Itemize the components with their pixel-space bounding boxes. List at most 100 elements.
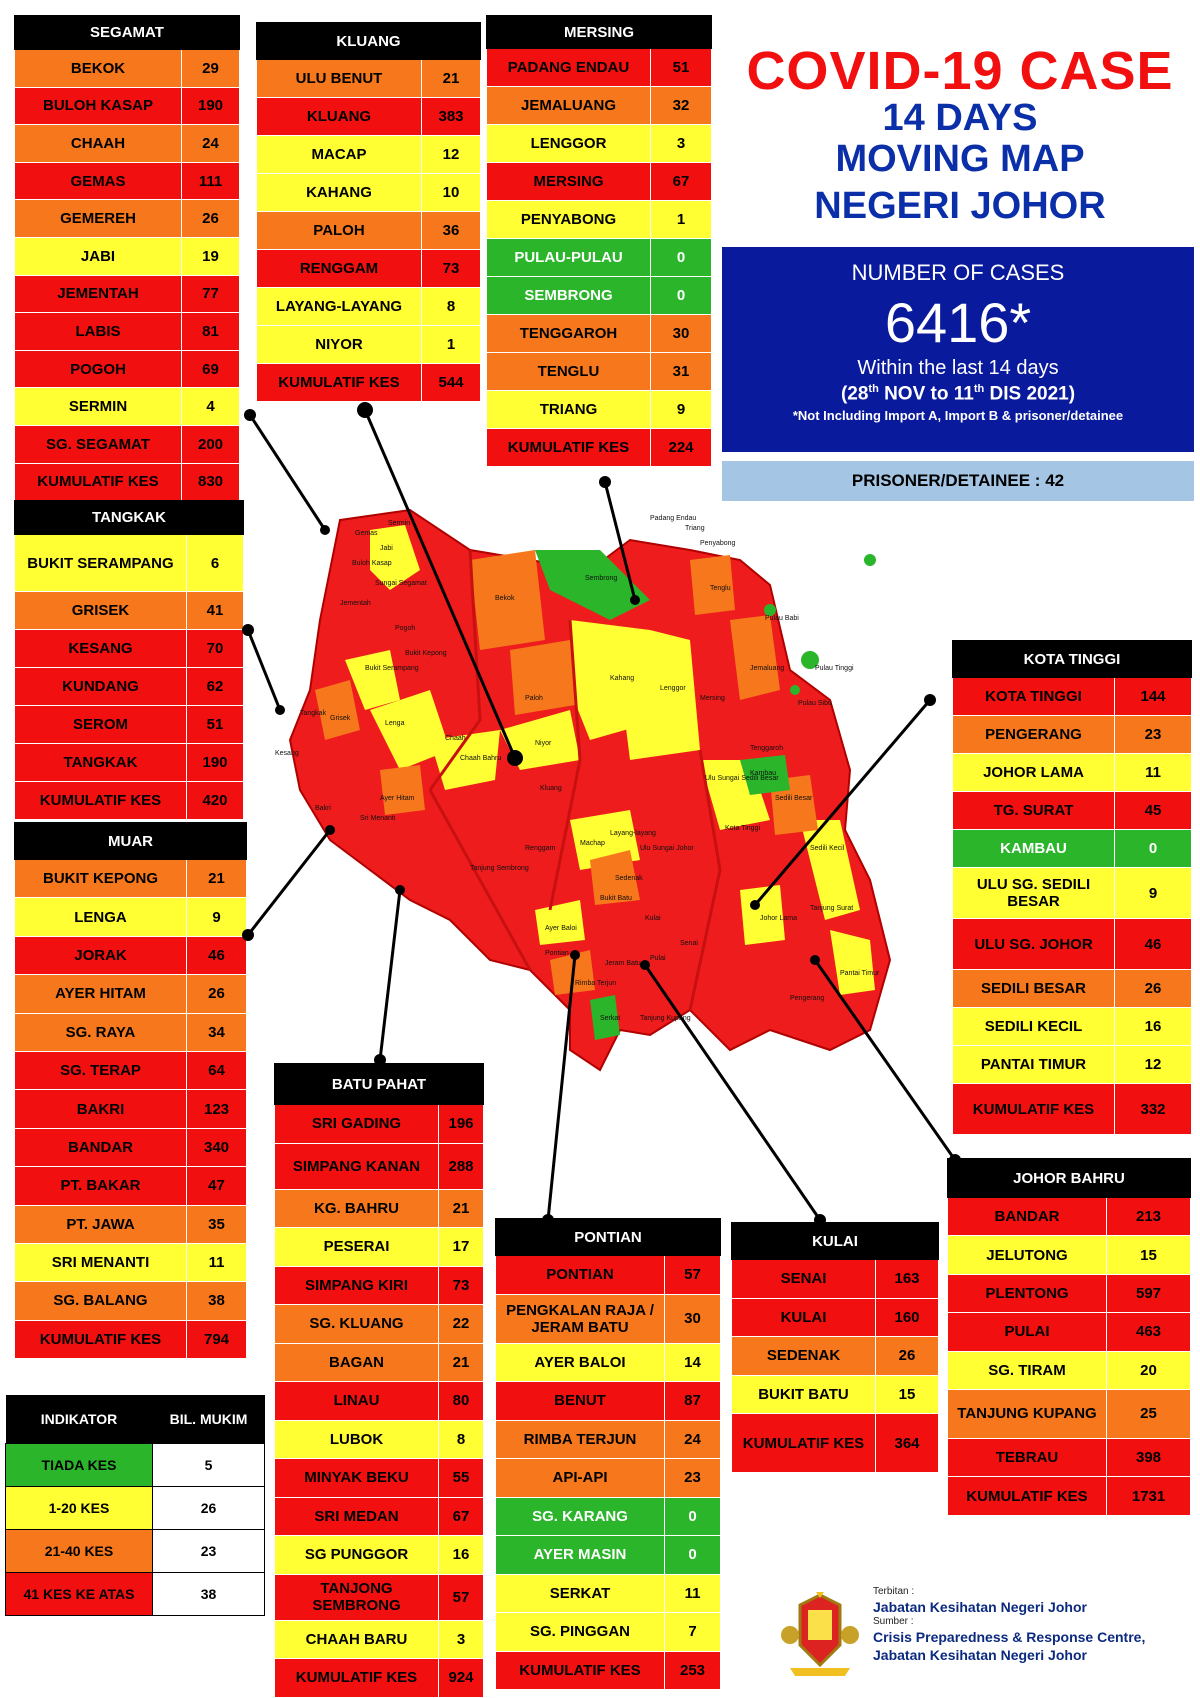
mukim-name: BANDAR	[947, 1196, 1107, 1237]
title-covid-19-case: COVID-19 CASE	[746, 41, 1174, 101]
map-area-paloh	[510, 640, 575, 715]
mukim-row: KAHANG 10	[256, 173, 481, 212]
mukim-cases: 340	[186, 1127, 247, 1168]
credits-sumber-1: Crisis Preparedness & Response Centre,	[873, 1629, 1146, 1645]
mukim-row: LENGGOR 3	[486, 124, 712, 163]
mukim-cases: 73	[438, 1265, 484, 1305]
mukim-row: BUKIT KEPONG 21	[14, 858, 247, 899]
mukim-row: KG. BAHRU 21	[274, 1188, 484, 1228]
map-place-label: Pulau Babi	[765, 615, 799, 622]
mukim-row: BANDAR 213	[947, 1196, 1191, 1237]
mukim-cases: 12	[421, 135, 481, 174]
leader-line-kluang	[363, 409, 517, 759]
map-place-label: Kambau	[750, 770, 776, 777]
mukim-row: PT. JAWA 35	[14, 1204, 247, 1244]
map-area-tenglu	[690, 555, 735, 615]
mukim-cases: 23	[664, 1458, 721, 1498]
mukim-cases: 25	[1106, 1388, 1191, 1439]
map-place-label: Pogoh	[395, 625, 415, 632]
mukim-cases: 398	[1106, 1437, 1191, 1478]
mukim-cases: 332	[1114, 1083, 1192, 1135]
mukim-name: SENAI	[731, 1259, 876, 1299]
mukim-row: SG PUNGGOR 16	[274, 1535, 484, 1575]
map-place-label: Layang-layang	[610, 830, 656, 837]
mukim-name: TANJUNG KUPANG	[947, 1388, 1107, 1439]
mukim-cases: 51	[650, 48, 712, 87]
mukim-name: GEMAS	[14, 161, 182, 201]
mukim-name: AYER MASIN	[495, 1535, 665, 1575]
mukim-row: PENGKALAN RAJA / JERAM BATU 30	[495, 1293, 721, 1344]
map-place-label: Pantai Timur	[840, 970, 880, 977]
credits-terbitan: Jabatan Kesihatan Negeri Johor	[873, 1599, 1087, 1615]
map-place-label: Mersing	[700, 695, 725, 702]
mukim-row: SEROM 51	[14, 705, 244, 744]
mukim-name: SG. KLUANG	[274, 1304, 439, 1344]
mukim-name: SG. RAYA	[14, 1012, 187, 1052]
mukim-cases: 1	[421, 325, 481, 364]
district-table-mersing: MERSING PADANG ENDAU 51 JEMALUANG 32 LENGGOR 3…	[486, 15, 712, 467]
mukim-row: LINAU 80	[274, 1381, 484, 1421]
mukim-row: PONTIAN 57	[495, 1255, 721, 1295]
district-table-johorbahru: JOHOR BAHRU BANDAR 213 JELUTONG 15 PLENTONG 59…	[947, 1158, 1191, 1516]
mukim-name: TG. SURAT	[952, 791, 1115, 830]
prisoner-detainee-bar: PRISONER/DETAINEE : 42	[722, 461, 1194, 501]
leader-line-johorbahru	[813, 959, 957, 1161]
map-district-boundary	[428, 549, 722, 1011]
mukim-row: BUKIT SERAMPANG 6	[14, 534, 244, 592]
mukim-cases: 8	[421, 287, 481, 326]
mukim-row: SG. TIRAM 20	[947, 1350, 1191, 1390]
mukim-row: BUKIT BATU 15	[731, 1374, 939, 1414]
mukim-row: BENUT 87	[495, 1381, 721, 1421]
mukim-cases: 67	[650, 162, 712, 201]
map-place-label: Ayer Hitam	[380, 795, 415, 802]
leader-line-mersing	[603, 481, 637, 601]
mukim-cases: 924	[438, 1658, 484, 1698]
mukim-name: JELUTONG	[947, 1235, 1107, 1275]
mukim-cases: 77	[181, 274, 240, 314]
district-table-muar: MUAR BUKIT KEPONG 21 LENGA 9 JORAK 46 AYER HITA…	[14, 822, 247, 1360]
mukim-name: TANGKAK	[14, 743, 187, 782]
mukim-row: SEDILI BESAR 26	[952, 969, 1192, 1008]
mukim-name: PT. JAWA	[14, 1204, 187, 1244]
mukim-cases: 30	[650, 314, 712, 353]
mukim-row: SEMBRONG 0	[486, 276, 712, 315]
mukim-cases: 26	[181, 199, 240, 238]
indicator-row: 41 KES KE ATAS 38	[5, 1572, 265, 1616]
map-labels: Gemas Jabi Sermin Buloh Kasap Sungai Segamat…	[275, 515, 880, 1022]
mukim-row: BULOH KASAP 190	[14, 86, 240, 126]
summary-range-start: 28	[847, 383, 869, 405]
mukim-cases: 3	[650, 124, 712, 163]
summary-period: Within the last 14 days	[857, 357, 1059, 379]
mukim-name: PULAI	[947, 1312, 1107, 1352]
mukim-cases: 80	[438, 1381, 484, 1421]
map-area-bekok	[470, 550, 545, 650]
credits: Terbitan : Jabatan Kesihatan Negeri Joho…	[873, 1586, 1145, 1664]
mukim-cases: 144	[1114, 677, 1192, 716]
mukim-row: TRIANG 9	[486, 390, 712, 429]
mukim-name: TENGGAROH	[486, 314, 651, 353]
mukim-cases: 364	[875, 1413, 939, 1473]
leader-endpoint	[924, 694, 936, 706]
indicator-col-indikator: INDIKATOR	[5, 1395, 153, 1444]
leader-line-muar	[246, 829, 332, 936]
summary-range-mid: NOV to 11	[878, 383, 974, 405]
map-area-johor-lama	[740, 885, 785, 945]
mukim-cases: 794	[186, 1319, 247, 1360]
mukim-cases: 24	[181, 124, 240, 163]
mukim-row: GRISEK 41	[14, 591, 244, 630]
mukim-row: LENGA 9	[14, 897, 247, 937]
map-place-label: Bekok	[495, 595, 515, 602]
indicator-legend: INDIKATOR BIL. MUKIM TIADA KES 5 1-20 KE…	[5, 1395, 265, 1616]
map-place-label: Pulau Tinggi	[815, 665, 854, 672]
map-place-label: Jementah	[340, 600, 371, 607]
mukim-cases: 196	[438, 1104, 484, 1144]
leader-endpoint	[599, 476, 611, 488]
mukim-cases: 57	[664, 1255, 721, 1295]
mukim-name: KUMULATIF KES	[14, 1319, 187, 1360]
mukim-name: KUMULATIF KES	[14, 781, 187, 820]
indicator-row: 1-20 KES 26	[5, 1486, 265, 1530]
map-area-serkat	[590, 995, 620, 1040]
mukim-name: JEMALUANG	[486, 86, 651, 125]
mukim-name: NIYOR	[256, 325, 422, 364]
leader-endpoint	[814, 1214, 826, 1226]
